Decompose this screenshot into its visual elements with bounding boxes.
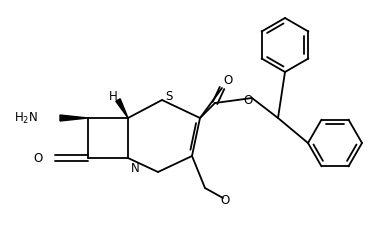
Polygon shape xyxy=(116,99,128,118)
Text: O: O xyxy=(33,152,43,165)
Text: O: O xyxy=(223,74,233,87)
Text: H: H xyxy=(109,91,117,104)
Text: S: S xyxy=(165,91,173,104)
Text: N: N xyxy=(131,162,140,174)
Polygon shape xyxy=(60,115,88,121)
Text: O: O xyxy=(220,194,229,206)
Text: O: O xyxy=(243,93,253,107)
Text: H$_2$N: H$_2$N xyxy=(14,110,38,125)
